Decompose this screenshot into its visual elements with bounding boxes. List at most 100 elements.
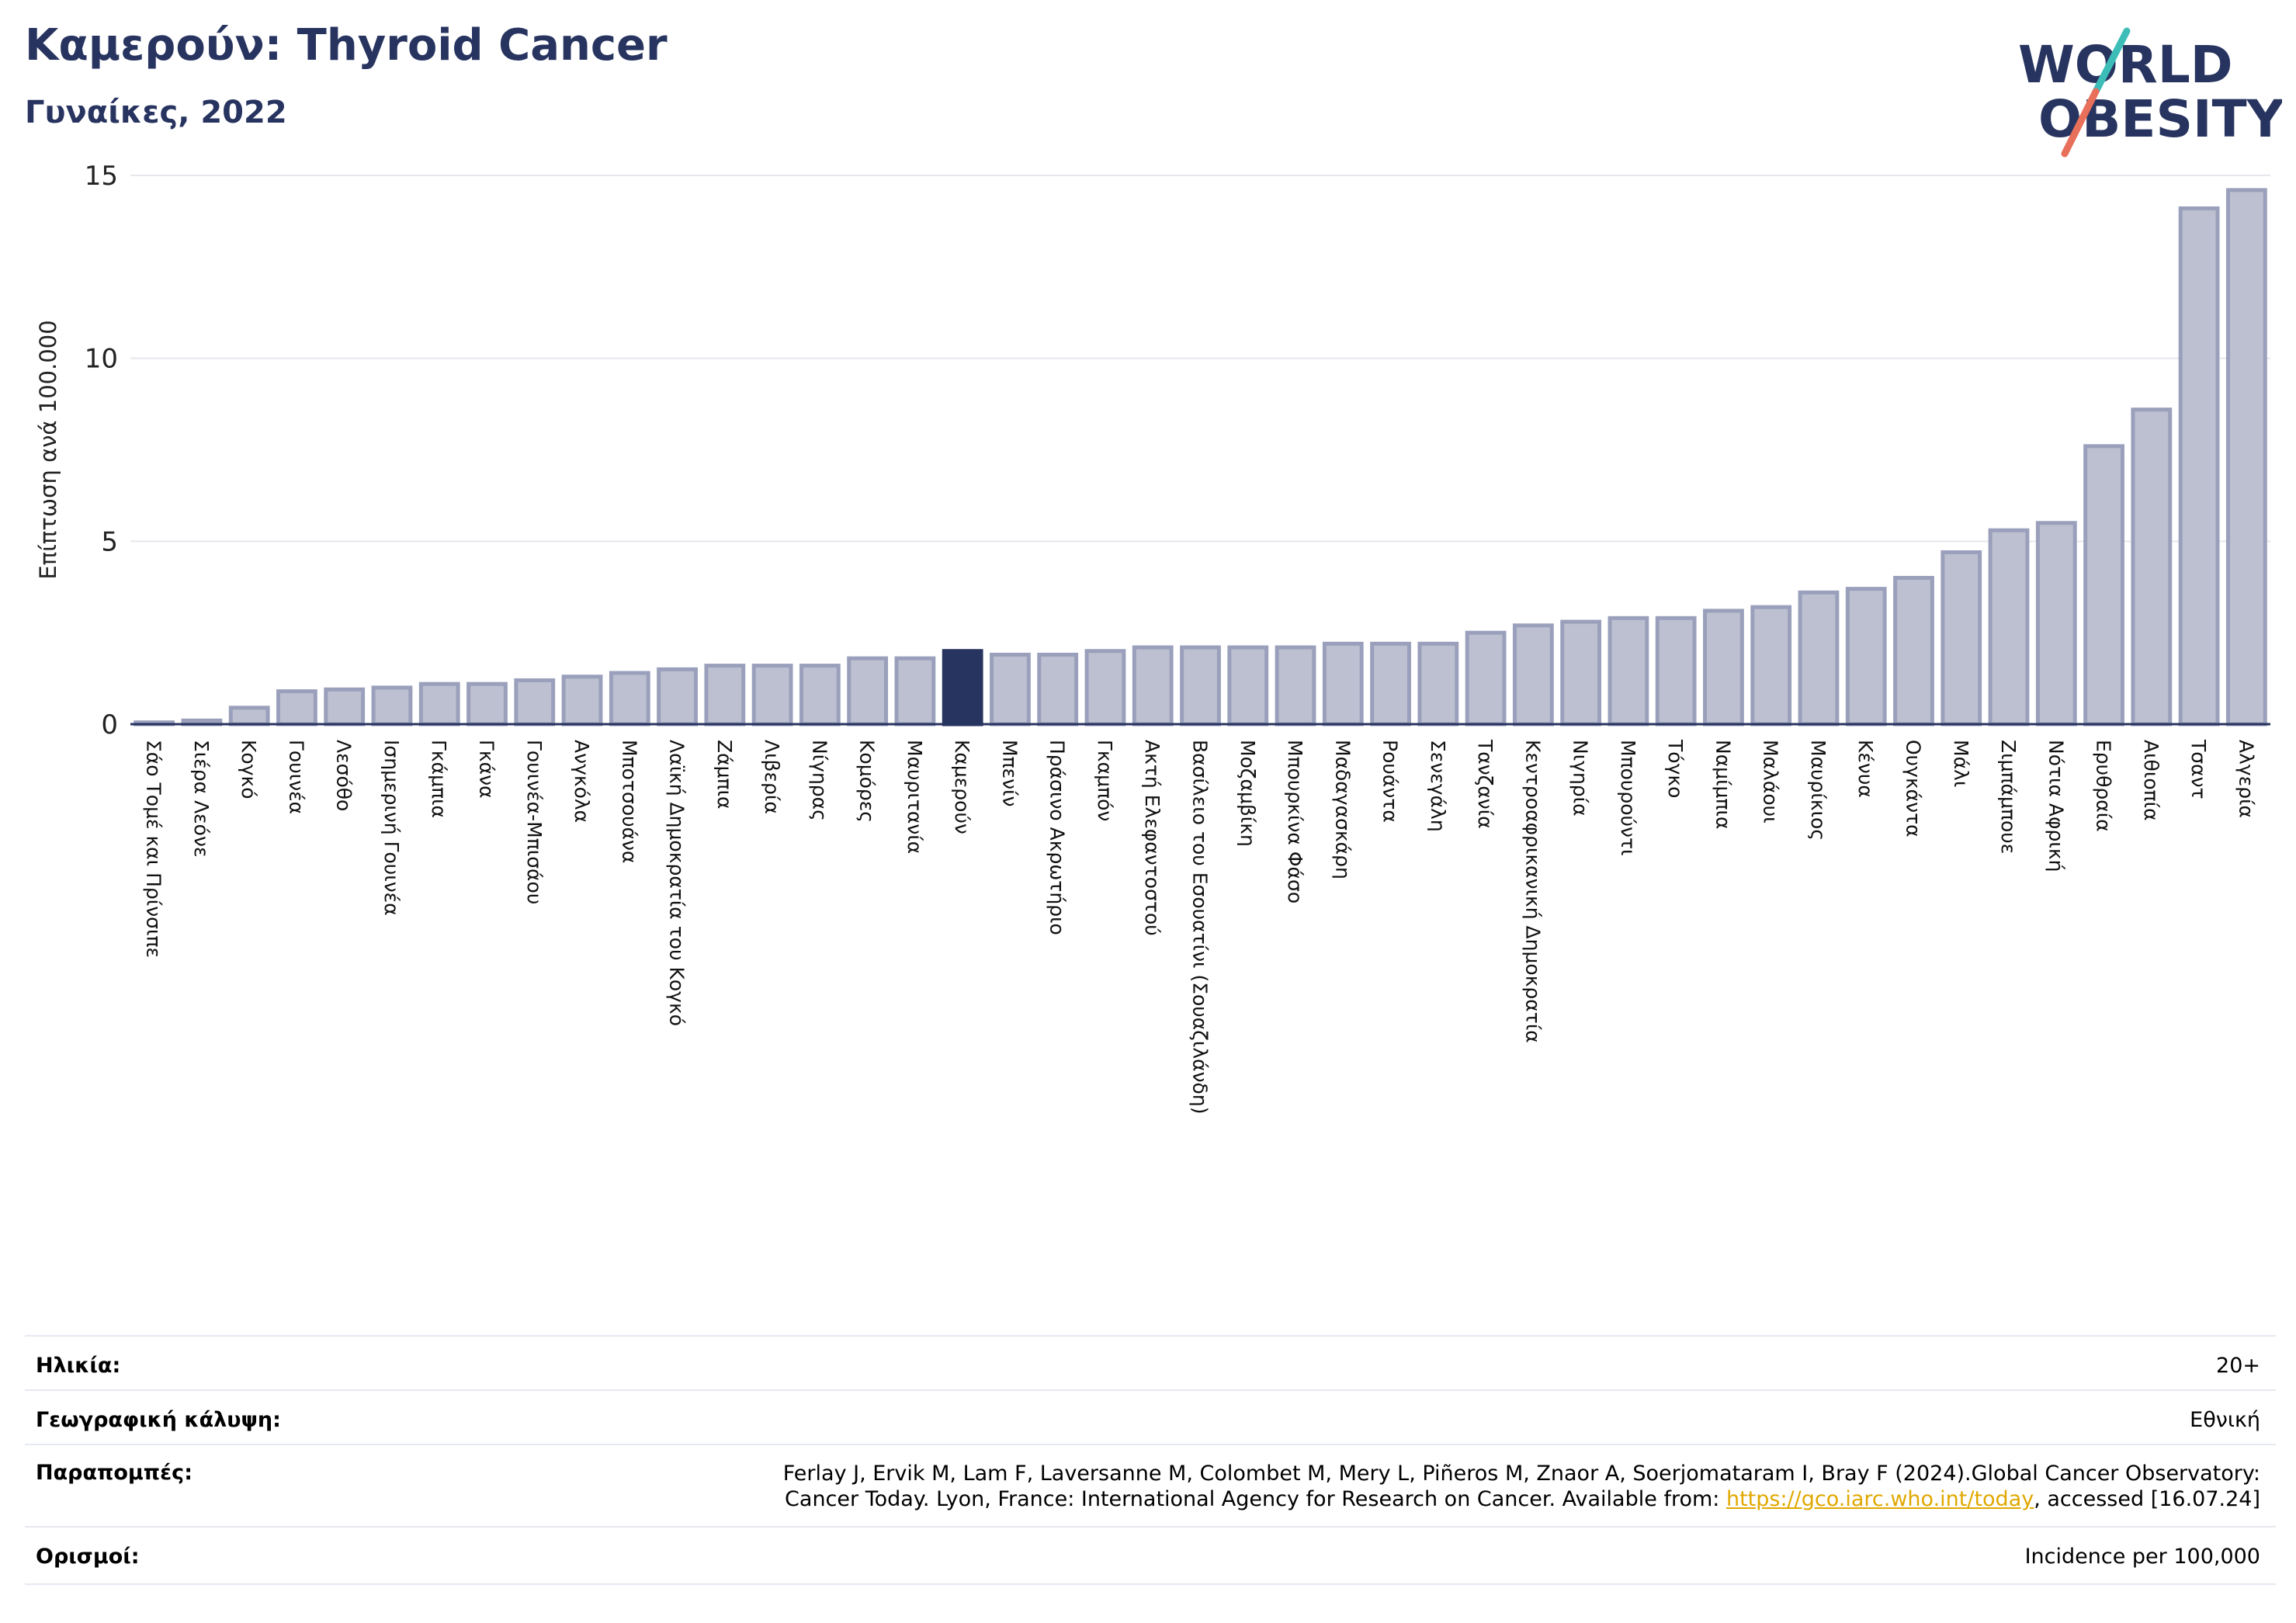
age-value: 20+ xyxy=(2216,1354,2260,1378)
x-tick-label: Ανγκόλα xyxy=(571,740,593,823)
references-line2: Cancer Today. Lyon, France: Internationa… xyxy=(783,1486,2260,1512)
x-tick-label: Γουινέα-Μπισάου xyxy=(523,740,546,904)
x-tick-label: Μαυριτανία xyxy=(903,740,926,854)
x-tick-label: Κένυα xyxy=(1854,740,1877,798)
x-tick-label: Ακτή Ελεφαντοστού xyxy=(1141,740,1164,936)
x-tick-label: Τανζανία xyxy=(1474,739,1497,829)
bar xyxy=(942,649,983,727)
bar xyxy=(847,656,889,727)
references-line1: Ferlay J, Ervik M, Lam F, Laversanne M, … xyxy=(782,1462,2260,1486)
logo-slash-teal xyxy=(2092,27,2131,95)
y-axis-label: Επίπτωση ανά 100.000 xyxy=(35,320,61,579)
bar xyxy=(1417,641,1459,727)
x-tick-label: Αλγερία xyxy=(2235,740,2257,818)
x-tick-label: Μαδαγασκάρη xyxy=(1331,740,1354,879)
y-tick-label: 15 xyxy=(85,161,118,192)
x-tick-label: Ερυθραία xyxy=(2093,740,2115,832)
info-row-age: Ηλικία: 20+ xyxy=(25,1335,2276,1391)
bar xyxy=(324,687,366,727)
bar xyxy=(1893,575,1934,727)
info-row-references: Παραπομπές: Ferlay J, Ervik M, Lam F, La… xyxy=(25,1444,2276,1528)
x-tick-label: Τόγκο xyxy=(1664,739,1687,798)
x-tick-label: Νίγηρας xyxy=(808,740,831,821)
world-obesity-logo: WORLD OBESITY xyxy=(2018,27,2282,158)
bar xyxy=(1608,616,1649,727)
bar xyxy=(1370,641,1411,727)
bar xyxy=(1512,623,1554,727)
x-tick-label: Μάλι xyxy=(1950,740,1972,787)
x-tick-label: Ρουάντα xyxy=(1379,740,1402,823)
references-link[interactable]: https://gco.iarc.who.int/today xyxy=(1725,1487,2034,1511)
x-tick-label: Κεντροαφρικανική Δημοκρατία xyxy=(1521,740,1544,1043)
bar xyxy=(1988,528,2030,727)
logo-line1: WORLD xyxy=(2018,35,2233,95)
bar xyxy=(1750,605,1792,727)
x-tick-label: Ισημερινή Γουινέα xyxy=(380,740,403,916)
x-tick-label: Μπουρκίνα Φάσο xyxy=(1284,740,1306,903)
bar xyxy=(1941,550,1982,727)
bar xyxy=(1845,587,1887,727)
bar xyxy=(1037,652,1079,727)
bar xyxy=(894,656,936,727)
bar xyxy=(418,681,460,727)
x-tick-label: Νιγηρία xyxy=(1569,740,1592,817)
x-tick-label: Ναμίμπια xyxy=(1712,740,1734,829)
info-row-definitions: Ορισμοί: Incidence per 100,000 xyxy=(25,1526,2276,1585)
info-row-coverage: Γεωγραφική κάλυψη: Εθνική xyxy=(25,1389,2276,1445)
bar xyxy=(276,689,317,727)
x-tick-label: Αιθιοπία xyxy=(2140,740,2162,821)
x-tick-label: Γουινέα xyxy=(285,740,307,814)
coverage-label: Γεωγραφική κάλυψη: xyxy=(36,1408,281,1432)
bar xyxy=(990,652,1031,727)
bar xyxy=(371,685,413,727)
chart-title: Καμερούν: Thyroid Cancer xyxy=(25,20,668,71)
x-tick-label: Μπενίν xyxy=(998,740,1021,807)
definitions-label: Ορισμοί: xyxy=(36,1545,140,1569)
x-tick-label: Κογκό xyxy=(238,740,260,799)
x-tick-label: Μαυρίκιος xyxy=(1807,740,1830,841)
bar xyxy=(466,681,508,727)
x-tick-label: Λαϊκή Δημοκρατία του Κογκό xyxy=(666,740,688,1026)
x-tick-label: Λιβερία xyxy=(761,740,783,814)
bar xyxy=(1798,590,1840,727)
x-tick-label: Ζιμπάμπουε xyxy=(1997,740,2020,854)
x-tick-label: Νότια Αφρική xyxy=(2045,740,2067,872)
bar xyxy=(228,706,270,727)
bar xyxy=(657,667,698,727)
x-tick-label: Σάο Τομέ και Πρίνσιπε xyxy=(143,740,165,958)
bar xyxy=(514,678,556,727)
bar xyxy=(1703,609,1744,727)
x-tick-label: Πράσινο Ακρωτήριο xyxy=(1046,740,1069,935)
x-tick-label: Γκάνα xyxy=(476,740,498,799)
references-label: Παραπομπές: xyxy=(36,1461,192,1485)
bar xyxy=(1560,619,1602,727)
bar xyxy=(561,675,603,727)
references-line2-pre: Cancer Today. Lyon, France: Internationa… xyxy=(785,1487,1726,1511)
bar xyxy=(799,664,841,727)
x-tick-label: Μπουρούντι xyxy=(1617,740,1639,856)
bar xyxy=(704,664,746,727)
bar xyxy=(1180,645,1221,727)
x-tick-label: Ουγκάντα xyxy=(1902,740,1925,838)
bar xyxy=(2225,188,2267,727)
x-tick-label: Μποτσουάνα xyxy=(618,740,640,864)
chart-subtitle: Γυναίκες, 2022 xyxy=(25,95,287,130)
x-tick-label: Βασίλειο του Εσουατίνι (Σουαζιλάνδη) xyxy=(1189,740,1212,1114)
coverage-value: Εθνική xyxy=(2190,1408,2260,1432)
bar xyxy=(2035,521,2077,727)
y-tick-label: 5 xyxy=(101,526,118,557)
logo-slash-coral xyxy=(2061,88,2100,158)
y-tick-label: 0 xyxy=(101,709,118,740)
bar-chart: 0 5 10 15 Επίπτωση ανά 100.000 Σάο Τομέ και Π… xyxy=(35,161,2270,1114)
references-line2-post: , accessed [16.07.24] xyxy=(2034,1487,2260,1511)
bar xyxy=(2083,444,2124,727)
y-tick-label: 10 xyxy=(85,344,118,375)
bar xyxy=(2131,407,2173,727)
bar xyxy=(2178,206,2220,727)
age-label: Ηλικία: xyxy=(36,1354,121,1378)
bar xyxy=(1275,645,1316,727)
bar xyxy=(1084,649,1126,727)
bar xyxy=(1465,630,1507,727)
x-tick-label: Σενεγάλη xyxy=(1427,740,1449,832)
references-value: Ferlay J, Ervik M, Lam F, Laversanne M, … xyxy=(783,1461,2260,1512)
